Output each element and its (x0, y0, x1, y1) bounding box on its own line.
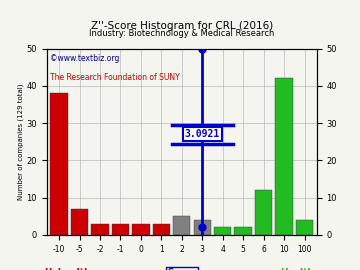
Text: Healthy: Healthy (280, 268, 320, 270)
Bar (234, 227, 252, 235)
Bar (173, 216, 190, 235)
Bar (71, 209, 88, 235)
Bar (50, 93, 68, 235)
Bar (194, 220, 211, 235)
Text: 3.0921: 3.0921 (185, 129, 220, 139)
Text: Industry: Biotechnology & Medical Research: Industry: Biotechnology & Medical Resear… (89, 29, 274, 39)
Title: Z''-Score Histogram for CRL (2016): Z''-Score Histogram for CRL (2016) (91, 21, 273, 31)
Text: Unhealthy: Unhealthy (44, 268, 96, 270)
Bar (255, 190, 272, 235)
Text: Score: Score (167, 268, 196, 270)
Text: The Research Foundation of SUNY: The Research Foundation of SUNY (50, 73, 179, 82)
Bar (112, 224, 129, 235)
Bar (296, 220, 313, 235)
Bar (132, 224, 150, 235)
Bar (91, 224, 109, 235)
Bar (153, 224, 170, 235)
Bar (275, 78, 293, 235)
Y-axis label: Number of companies (129 total): Number of companies (129 total) (17, 83, 24, 200)
Text: ©www.textbiz.org: ©www.textbiz.org (50, 54, 119, 63)
Bar (214, 227, 231, 235)
